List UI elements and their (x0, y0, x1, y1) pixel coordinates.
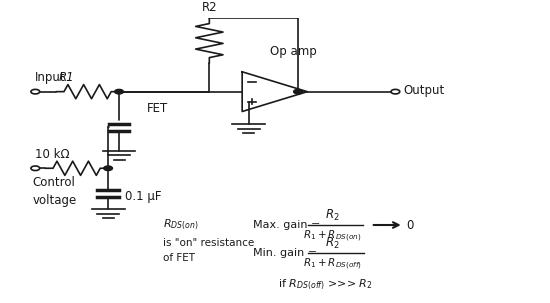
Text: $R_2$: $R_2$ (325, 236, 340, 251)
Text: Output: Output (404, 84, 445, 97)
Text: of FET: of FET (163, 253, 195, 263)
Circle shape (104, 166, 113, 171)
Text: $R_1 + R_{DS(on)}$: $R_1 + R_{DS(on)}$ (303, 229, 362, 244)
Text: Control: Control (32, 176, 75, 189)
Circle shape (294, 89, 302, 94)
Text: if $R_{DS(off)}$ >>> $R_2$: if $R_{DS(off)}$ >>> $R_2$ (278, 277, 372, 292)
Text: 0: 0 (406, 218, 414, 231)
Text: Max. gain =: Max. gain = (253, 220, 321, 230)
Text: FET: FET (146, 102, 168, 115)
Text: $R_{DS(on)}$: $R_{DS(on)}$ (163, 218, 199, 232)
Text: 0.1 μF: 0.1 μF (124, 190, 161, 203)
Text: $R_1 + R_{DS(off)}$: $R_1 + R_{DS(off)}$ (303, 257, 362, 272)
Circle shape (114, 89, 123, 94)
Text: R1: R1 (59, 71, 74, 84)
Text: Op amp: Op amp (270, 45, 316, 58)
Text: Min. gain =: Min. gain = (253, 248, 317, 258)
Text: 10 kΩ: 10 kΩ (35, 148, 70, 161)
Text: Input: Input (35, 71, 66, 84)
Text: $R_2$: $R_2$ (325, 208, 340, 223)
Text: R2: R2 (201, 1, 217, 14)
Text: is "on" resistance: is "on" resistance (163, 238, 254, 248)
Text: voltage: voltage (32, 195, 77, 207)
